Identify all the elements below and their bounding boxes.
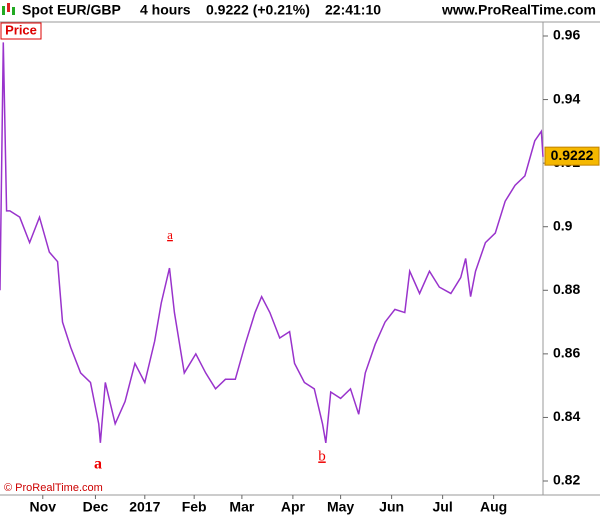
quote: 0.9222 (+0.21%)	[206, 2, 310, 18]
y-tick-label: 0.9	[553, 217, 573, 233]
annotation: a	[94, 456, 102, 473]
chart-title: Spot EUR/GBP	[22, 2, 121, 18]
annotation: a	[167, 227, 173, 242]
x-tick-label: Apr	[281, 499, 306, 515]
price-line	[0, 42, 544, 443]
y-tick-label: 0.94	[553, 90, 580, 106]
app-icon	[2, 3, 15, 15]
x-tick-label: Feb	[182, 499, 207, 515]
y-tick-label: 0.84	[553, 408, 580, 424]
timeframe: 4 hours	[140, 2, 191, 18]
y-tick-label: 0.88	[553, 281, 580, 297]
copyright: © ProRealTime.com	[4, 482, 103, 494]
x-tick-label: Dec	[83, 499, 109, 515]
x-tick-label: Aug	[480, 499, 507, 515]
y-tick-label: 0.82	[553, 472, 580, 488]
x-tick-label: 2017	[129, 499, 160, 515]
legend-label: Price	[5, 22, 37, 37]
legend-box	[0, 22, 42, 40]
y-tick-label: 0.86	[553, 345, 580, 361]
y-tick-label: 0.96	[553, 27, 580, 43]
x-tick-label: Jun	[379, 499, 404, 515]
price-marker-label: 0.9222	[551, 147, 594, 163]
price-marker	[544, 146, 600, 166]
source-url: www.ProRealTime.com	[441, 2, 596, 18]
x-tick-label: Mar	[229, 499, 254, 515]
x-tick-label: Nov	[30, 499, 57, 515]
x-tick-label: Jul	[433, 499, 453, 515]
clock: 22:41:10	[325, 2, 381, 18]
x-tick-label: May	[327, 499, 354, 515]
annotation: b	[318, 448, 326, 464]
